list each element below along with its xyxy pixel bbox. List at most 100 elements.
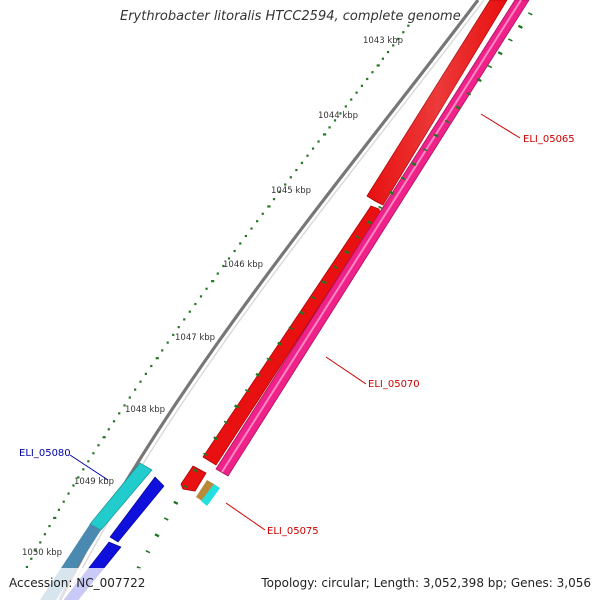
outer-tick bbox=[333, 265, 338, 269]
ruler-tick bbox=[333, 119, 337, 122]
outer-tick bbox=[310, 295, 316, 300]
outer-tick bbox=[203, 452, 208, 457]
ruler-tick bbox=[150, 364, 153, 368]
ruler-tick bbox=[39, 541, 42, 544]
outer-tick bbox=[344, 249, 350, 255]
gene-label-eli-05080[interactable]: ELI_05080 bbox=[19, 448, 71, 459]
ruler-tick bbox=[77, 476, 80, 479]
ruler-tick bbox=[72, 484, 75, 487]
ruler-tick bbox=[328, 126, 331, 129]
ruler-tick bbox=[250, 227, 253, 230]
ruler-tick bbox=[25, 565, 29, 569]
tick-label: 1050 kbp bbox=[22, 548, 62, 558]
callout-line bbox=[325, 356, 367, 385]
ruler-tick bbox=[139, 380, 142, 383]
ruler-tick bbox=[48, 524, 51, 528]
cds-eli-05065-highlight bbox=[367, 0, 507, 205]
ruler-tick bbox=[295, 168, 298, 172]
ruler-tick bbox=[155, 357, 159, 360]
topology-summary: Topology: circular; Length: 3,052,398 bp… bbox=[261, 576, 591, 590]
outer-tick bbox=[400, 176, 406, 181]
outer-tick bbox=[433, 133, 439, 138]
accession-label: Accession: NC_007722 bbox=[9, 576, 146, 590]
ruler-tick bbox=[239, 242, 242, 245]
ruler-tick bbox=[161, 349, 164, 352]
ruler-tick bbox=[194, 302, 197, 306]
outer-tick bbox=[378, 205, 383, 210]
ruler-tick bbox=[43, 533, 46, 536]
ruler-tick bbox=[188, 310, 191, 313]
ruler-tick bbox=[278, 190, 281, 193]
ruler-tick bbox=[261, 212, 264, 215]
ruler-tick bbox=[402, 31, 405, 34]
ruler-tick bbox=[144, 372, 147, 375]
cds-small-cyan[interactable] bbox=[201, 484, 220, 506]
outer-tick bbox=[183, 484, 188, 489]
ruler-tick bbox=[272, 198, 276, 201]
ruler-tick bbox=[128, 396, 131, 399]
outer-tick bbox=[154, 533, 160, 538]
tick-label: 1047 kbp bbox=[175, 333, 215, 343]
outer-tick bbox=[355, 235, 361, 239]
ruler-tick bbox=[172, 333, 175, 336]
ruler-tick bbox=[134, 388, 137, 391]
reverse-strand-highlight bbox=[221, 0, 522, 473]
ruler-tick bbox=[355, 91, 358, 94]
ruler-tick bbox=[289, 176, 292, 179]
ruler-tick bbox=[322, 133, 327, 136]
callout-line bbox=[480, 113, 521, 139]
ruler-tick bbox=[376, 64, 380, 67]
reverse-strand-track bbox=[215, 0, 530, 477]
ruler-tick bbox=[360, 84, 364, 87]
ruler-tick bbox=[183, 318, 186, 321]
callout-line bbox=[69, 454, 109, 481]
outer-tick bbox=[244, 388, 250, 393]
ruler-tick bbox=[386, 50, 390, 54]
small-cds-group bbox=[196, 480, 220, 506]
outer-tick bbox=[288, 326, 294, 330]
ruler-tick bbox=[205, 287, 208, 290]
cds-small-tan[interactable] bbox=[196, 480, 214, 501]
ruler-tick bbox=[34, 549, 37, 552]
ruler-tick bbox=[407, 24, 410, 27]
ruler-tick bbox=[177, 326, 180, 329]
outer-tick bbox=[163, 517, 169, 521]
ruler-tick bbox=[317, 140, 320, 143]
ruler-tick bbox=[256, 220, 259, 223]
outer-tick bbox=[213, 436, 219, 441]
outer-tick bbox=[299, 310, 305, 315]
cds-eli-05070[interactable] bbox=[202, 205, 381, 466]
tick-label: 1043 kbp bbox=[363, 36, 403, 46]
cds-eli-05080-blue[interactable] bbox=[109, 476, 165, 543]
ruler-tick bbox=[300, 161, 304, 164]
gene-label-eli-05070[interactable]: ELI_05070 bbox=[368, 379, 420, 390]
outer-tick bbox=[422, 147, 428, 152]
outer-tick bbox=[192, 468, 198, 473]
outer-tick-track bbox=[136, 12, 533, 571]
ruler-tick bbox=[311, 147, 315, 150]
ruler-tick bbox=[67, 492, 70, 495]
outer-tick bbox=[466, 92, 472, 96]
ruler-tick bbox=[97, 444, 100, 447]
ruler-tick bbox=[267, 205, 271, 208]
ruler-tick bbox=[92, 452, 95, 455]
outer-tick bbox=[389, 190, 395, 195]
ruler-tick bbox=[227, 257, 231, 260]
ruler-tick bbox=[87, 460, 90, 463]
gene-label-eli-05075[interactable]: ELI_05075 bbox=[267, 526, 319, 537]
ruler-tick bbox=[53, 516, 57, 520]
cds-eli-05075[interactable] bbox=[180, 465, 207, 492]
ruler-tick bbox=[392, 44, 395, 47]
outer-tick bbox=[173, 500, 179, 505]
ruler-tick bbox=[233, 249, 236, 253]
ruler-tick bbox=[62, 500, 65, 503]
outer-tick bbox=[255, 372, 261, 378]
ruler-tick bbox=[344, 105, 347, 108]
outer-tick bbox=[487, 64, 493, 69]
ruler-tick bbox=[371, 71, 374, 74]
ruler-tick bbox=[30, 557, 33, 560]
gene-label-eli-05065[interactable]: ELI_05065 bbox=[523, 134, 575, 145]
ruler-tick bbox=[222, 264, 225, 268]
map-title: Erythrobacter litoralis HTCC2594, comple… bbox=[120, 9, 461, 24]
